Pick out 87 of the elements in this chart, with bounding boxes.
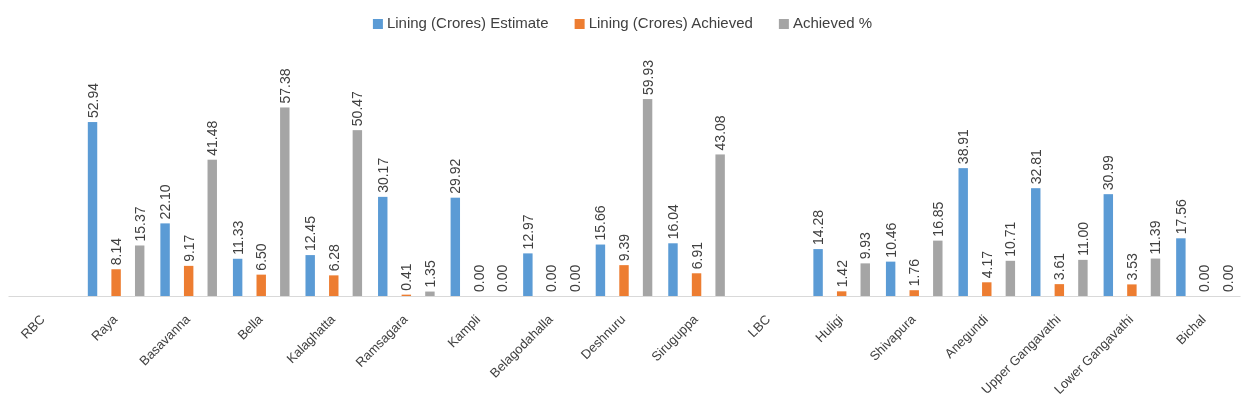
data-label: 9.17 [180, 234, 197, 262]
bar [111, 269, 121, 296]
bar [207, 159, 217, 296]
bar [691, 273, 702, 296]
data-label: 6.50 [253, 243, 270, 271]
bar [836, 291, 847, 296]
data-label: 8.14 [108, 237, 125, 266]
legend-label: Achieved % [792, 14, 873, 31]
bar [232, 258, 243, 296]
x-tick-label: LBC [744, 311, 774, 341]
data-label: 6.91 [688, 241, 705, 270]
bar [958, 168, 968, 296]
data-label: 16.04 [664, 204, 681, 240]
bar [1078, 259, 1088, 296]
bar [305, 255, 315, 296]
data-label: 1.42 [833, 259, 850, 288]
bar [425, 291, 435, 296]
data-label: 0.41 [398, 263, 415, 291]
bar [280, 107, 290, 296]
data-label: 10.46 [882, 222, 899, 258]
data-label: 10.71 [1002, 221, 1019, 257]
bar [1176, 238, 1186, 296]
bar [1031, 188, 1041, 296]
data-label: 0.00 [470, 264, 487, 292]
data-label: 1.35 [421, 260, 438, 288]
data-label: 9.93 [857, 231, 874, 260]
data-label: 52.94 [84, 82, 101, 119]
data-label: 43.08 [712, 115, 729, 151]
data-label: 3.53 [1123, 252, 1140, 281]
data-label: 30.17 [374, 157, 391, 193]
bar [523, 253, 533, 296]
bar [1127, 284, 1137, 296]
data-label: 17.56 [1172, 199, 1189, 235]
bar [352, 130, 363, 296]
legend-label: Lining (Crores) Achieved [588, 14, 753, 31]
data-label: 14.28 [810, 209, 827, 246]
bar [1103, 194, 1114, 296]
data-label: 15.66 [592, 205, 609, 241]
data-label: 32.81 [1027, 148, 1044, 185]
data-label: 59.93 [639, 59, 656, 96]
data-label: 12.45 [302, 215, 319, 252]
bar [329, 275, 339, 296]
data-label: 0.00 [567, 264, 584, 292]
bar [982, 282, 992, 296]
bar [715, 154, 725, 296]
data-label: 30.99 [1100, 154, 1117, 191]
bar [668, 243, 678, 296]
data-label: 12.97 [519, 214, 536, 250]
bar [1005, 260, 1016, 296]
data-label: 0.00 [1220, 264, 1237, 292]
bar [642, 99, 653, 296]
data-label: 41.48 [204, 120, 221, 156]
bar [160, 223, 170, 296]
data-label: 3.61 [1051, 252, 1068, 281]
bar [595, 244, 606, 296]
bar [87, 122, 98, 296]
bar [860, 263, 870, 296]
data-label: 57.38 [276, 68, 293, 104]
bar [885, 261, 896, 296]
data-label: 1.76 [906, 258, 923, 287]
data-label: 4.17 [978, 250, 995, 279]
data-label: 16.85 [929, 201, 946, 237]
bar [1054, 284, 1065, 296]
data-label: 15.37 [131, 206, 148, 242]
bar [933, 240, 943, 296]
bar [183, 265, 194, 296]
data-label: 11.00 [1074, 221, 1091, 256]
data-label: 0.00 [1196, 264, 1213, 292]
bar [1150, 258, 1161, 296]
bar [450, 197, 461, 296]
data-label: 6.28 [325, 243, 342, 272]
data-label: 38.91 [955, 128, 972, 165]
data-label: 9.39 [616, 233, 632, 262]
data-label: 29.92 [447, 158, 464, 194]
data-label: 11.39 [1147, 220, 1164, 255]
data-label: 0.00 [494, 264, 511, 292]
data-label: 50.47 [349, 90, 366, 127]
legend-label: Lining (Crores) Estimate [386, 14, 549, 31]
data-label: 22.10 [157, 184, 174, 220]
bar [378, 196, 388, 296]
bar [909, 290, 919, 296]
bar [619, 265, 629, 296]
bar [256, 274, 266, 296]
bar [134, 245, 145, 296]
data-label: 0.00 [543, 264, 560, 292]
data-label: 11.33 [229, 220, 246, 255]
bar [813, 249, 823, 296]
